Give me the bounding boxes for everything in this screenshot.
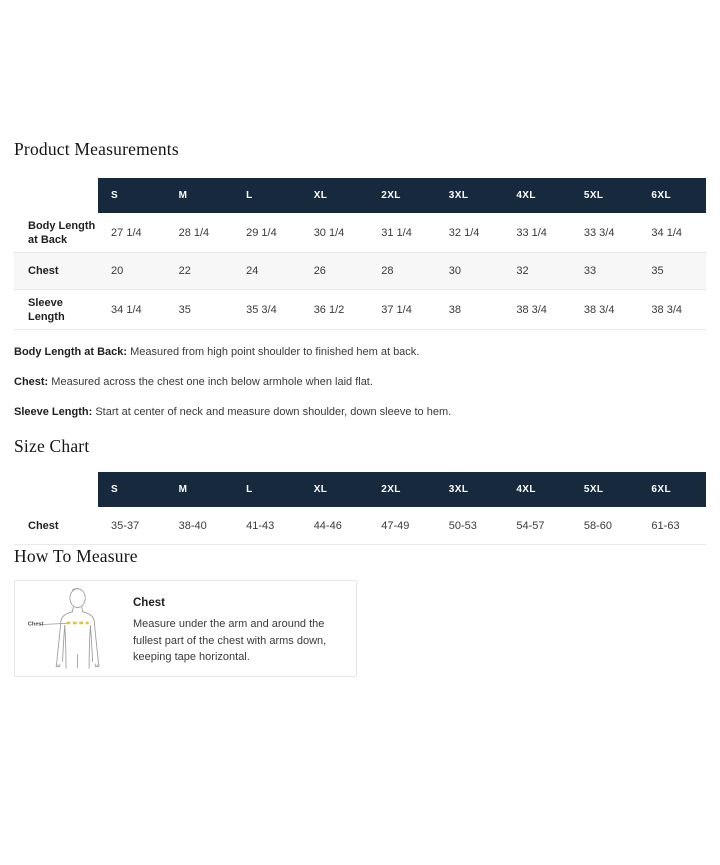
size-header-row: S M L XL 2XL 3XL 4XL 5XL 6XL bbox=[14, 472, 706, 507]
size-header-cell: XL bbox=[300, 178, 369, 213]
measurement-cell: 33 3/4 bbox=[583, 226, 615, 239]
measurement-cell: 22 bbox=[178, 265, 191, 277]
note-sleeve-length: Sleeve Length: Start at center of neck a… bbox=[14, 405, 706, 419]
size-header-cell: 3XL bbox=[435, 178, 504, 213]
size-header-cell: 6XL bbox=[638, 178, 706, 213]
measurement-cell: 34 1/4 bbox=[651, 226, 683, 239]
measurement-cell: 37 1/4 bbox=[381, 303, 412, 316]
table-row: Body Length at Back 27 1/4 28 1/4 29 1/4… bbox=[14, 213, 706, 253]
table-row: Chest 35-37 38-40 41-43 44-46 47-49 50-5… bbox=[14, 507, 706, 545]
size-header-cell: M bbox=[165, 178, 234, 213]
size-header-cell: 5XL bbox=[570, 472, 639, 507]
measurement-cell: 38 3/4 bbox=[583, 303, 615, 316]
row-label: Sleeve Length bbox=[28, 296, 65, 323]
size-header-cell: 6XL bbox=[638, 472, 706, 507]
measurement-cell: 24 bbox=[246, 265, 259, 277]
note-chest: Chest: Measured across the chest one inc… bbox=[14, 375, 706, 389]
size-header-cell: 4XL bbox=[503, 472, 571, 507]
measurement-cell: 32 bbox=[516, 265, 529, 277]
measurement-cell: 36 1/2 bbox=[313, 303, 345, 316]
product-measurements-title: Product Measurements bbox=[14, 139, 179, 159]
size-range-cell: 54-57 bbox=[516, 519, 545, 532]
card-body: Measure under the arm and around the ful… bbox=[133, 618, 327, 663]
size-range-cell: 47-49 bbox=[381, 519, 410, 532]
note-label: Body Length at Back: bbox=[14, 346, 128, 358]
measurement-notes: Body Length at Back: Measured from high … bbox=[14, 345, 706, 419]
person-figure-icon: Chest bbox=[28, 588, 100, 669]
note-text: Measured across the chest one inch below… bbox=[51, 376, 373, 388]
header-spacer-cell bbox=[14, 178, 99, 213]
measurement-cell: 29 1/4 bbox=[246, 226, 277, 239]
measurement-cell: 28 bbox=[381, 265, 394, 277]
measurement-cell: 35 3/4 bbox=[246, 303, 277, 316]
note-label: Sleeve Length: bbox=[14, 406, 93, 418]
measurement-cell: 38 bbox=[448, 303, 462, 316]
size-header-cell: L bbox=[233, 472, 301, 507]
measurement-cell: 20 bbox=[111, 265, 124, 277]
size-range-cell: 50-53 bbox=[448, 519, 477, 532]
measurement-cell: 32 1/4 bbox=[448, 226, 480, 239]
size-header-cell: XL bbox=[300, 472, 369, 507]
size-header-cell: S bbox=[98, 472, 166, 507]
measurement-cell: 33 1/4 bbox=[516, 226, 547, 239]
measurement-cell: 31 1/4 bbox=[381, 226, 412, 239]
size-chart-table: S M L XL 2XL 3XL 4XL 5XL 6XL Chest 35-37… bbox=[14, 472, 706, 545]
table-row: Sleeve Length 34 1/4 35 35 3/4 36 1/2 37… bbox=[14, 290, 706, 330]
table-row: Chest 20 22 24 26 28 30 32 33 35 bbox=[14, 252, 706, 290]
note-text: Start at center of neck and measure down… bbox=[95, 406, 452, 418]
row-label: Chest bbox=[28, 519, 59, 532]
row-label: Chest bbox=[28, 265, 59, 277]
measurement-figure: Chest bbox=[27, 587, 123, 670]
measurement-cell: 28 1/4 bbox=[178, 226, 210, 239]
note-label: Chest: bbox=[14, 376, 49, 388]
measurement-cell: 26 bbox=[313, 265, 326, 277]
measurement-cell: 35 bbox=[651, 265, 664, 277]
figure-chest-label: Chest bbox=[28, 622, 44, 628]
size-chart-title: Size Chart bbox=[14, 436, 90, 456]
measurement-cell: 27 1/4 bbox=[111, 226, 142, 239]
row-label: Body Length at Back bbox=[28, 219, 96, 246]
size-range-cell: 35-37 bbox=[111, 519, 140, 532]
measurement-cell: 38 3/4 bbox=[516, 303, 547, 316]
how-to-measure-text: Chest Measure under the arm and around t… bbox=[123, 587, 350, 666]
size-header-cell: 5XL bbox=[570, 178, 639, 213]
measurement-cell: 30 bbox=[448, 265, 462, 277]
size-range-cell: 61-63 bbox=[651, 519, 680, 532]
measurement-cell: 33 bbox=[583, 265, 597, 277]
size-range-cell: 41-43 bbox=[246, 519, 275, 532]
size-header-cell: M bbox=[165, 472, 234, 507]
how-to-measure-title: How To Measure bbox=[14, 546, 138, 566]
size-range-cell: 38-40 bbox=[178, 519, 207, 532]
measurement-cell: 34 1/4 bbox=[111, 303, 142, 316]
size-header-cell: 2XL bbox=[368, 178, 436, 213]
card-heading: Chest bbox=[133, 597, 165, 609]
how-to-measure-card: Chest Chest Measure under the arm and ar… bbox=[14, 580, 357, 677]
header-spacer-cell bbox=[14, 472, 99, 507]
size-header-cell: 2XL bbox=[368, 472, 436, 507]
size-range-cell: 44-46 bbox=[313, 519, 342, 532]
size-header-cell: L bbox=[233, 178, 301, 213]
size-range-cell: 58-60 bbox=[583, 519, 613, 532]
note-text: Measured from high point shoulder to fin… bbox=[130, 346, 420, 358]
size-header-row: S M L XL 2XL 3XL 4XL 5XL 6XL bbox=[14, 178, 706, 213]
size-header-cell: S bbox=[98, 178, 166, 213]
note-body-length: Body Length at Back: Measured from high … bbox=[14, 345, 706, 359]
measurement-cell: 30 1/4 bbox=[313, 226, 345, 239]
size-header-cell: 4XL bbox=[503, 178, 571, 213]
measurement-cell: 38 3/4 bbox=[651, 303, 683, 316]
size-header-cell: 3XL bbox=[435, 472, 504, 507]
product-measurements-table: S M L XL 2XL 3XL 4XL 5XL 6XL Body Length… bbox=[14, 178, 706, 330]
measurement-cell: 35 bbox=[178, 303, 191, 316]
